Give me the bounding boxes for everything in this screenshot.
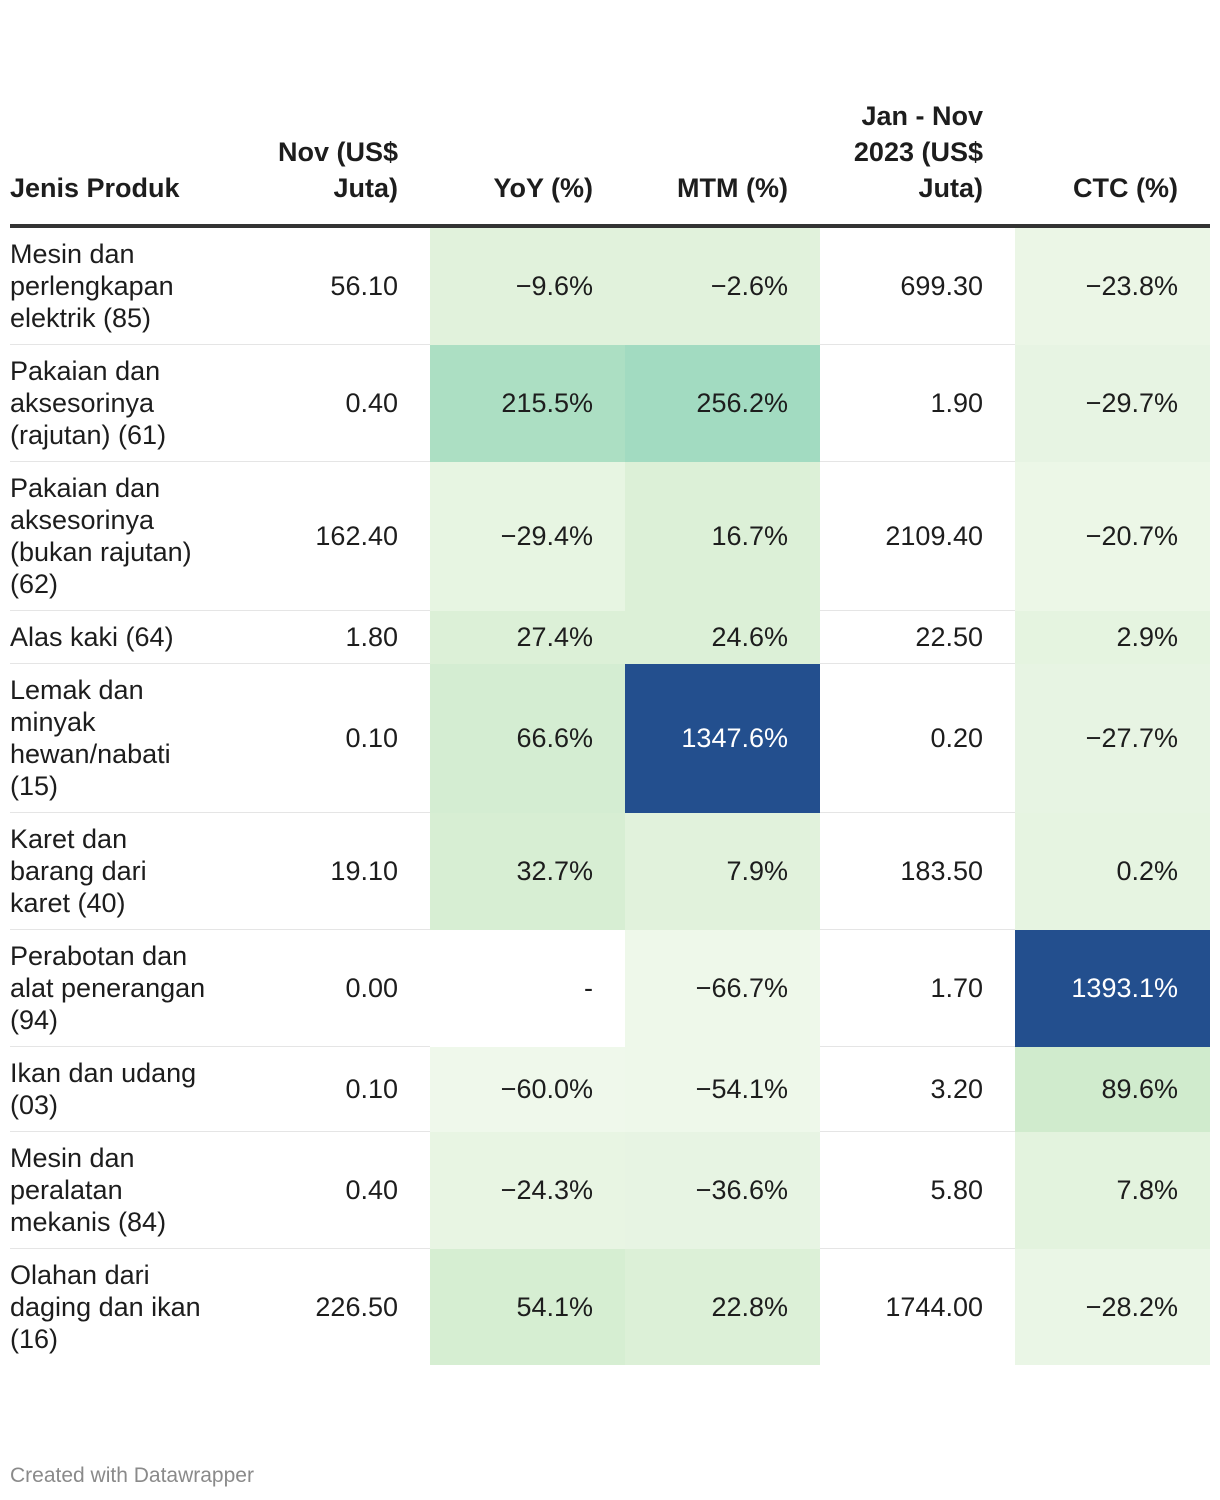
- cell-value-ctc: −23.8%: [1015, 226, 1210, 345]
- cell-value-yoy: −24.3%: [430, 1131, 625, 1249]
- cell-value-mtm: 22.8%: [625, 1248, 820, 1365]
- cell-value-mtm: 7.9%: [625, 812, 820, 930]
- table-row: Mesin dan perlengkapan elektrik (85) 56.1…: [10, 226, 1210, 345]
- cell-value-jan-nov: 1744.00: [885, 1292, 983, 1322]
- cell-value-jan-nov: 3.20: [820, 1046, 1015, 1132]
- cell-value-jan-nov: 1.70: [820, 929, 1015, 1047]
- header-yoy[interactable]: YoY (%): [493, 173, 593, 203]
- cell-value-yoy: −9.6%: [430, 226, 625, 345]
- cell-value-yoy: −60.0%: [430, 1046, 625, 1132]
- cell-value-nov: 162.40: [220, 461, 430, 611]
- cell-value-yoy: 32.7%: [430, 812, 625, 930]
- table-row: Perabotan dan alat penerangan (94) 0.00- −…: [10, 929, 1210, 1047]
- cell-value-yoy: -: [430, 929, 625, 1047]
- cell-value-mtm: 24.6%: [625, 610, 820, 664]
- cell-value-ctc: −20.7%: [1015, 461, 1210, 611]
- cell-value-nov: 0.40: [220, 1131, 430, 1249]
- cell-value-jan-nov: 2109.40: [820, 461, 1015, 611]
- row-label: Lemak dan minyak hewan/nabati (15): [10, 663, 220, 813]
- cell-value-ctc: −28.2%: [1015, 1248, 1210, 1365]
- cell-value-ctc: 1393.1%: [1015, 929, 1210, 1047]
- table-row: Karet dan barang dari karet (40) 19.10 32.…: [10, 812, 1210, 930]
- table-row: Lemak dan minyak hewan/nabati (15) 0.10 66…: [10, 663, 1210, 813]
- cell-value-ctc: −27.7%: [1015, 663, 1210, 813]
- table-row: Olahan dari daging dan ikan (16) 226.50 54…: [10, 1248, 1210, 1365]
- header-nov[interactable]: Nov (US$ Juta): [277, 137, 398, 203]
- cell-value-nov: 0.10: [220, 663, 430, 813]
- cell-value-nov: 56.10: [220, 226, 430, 345]
- cell-value-yoy: 27.4%: [430, 610, 625, 664]
- cell-value-jan-nov: 5.80: [820, 1131, 1015, 1249]
- table-row: Ikan dan udang (03) 0.10 −60.0% −54.1% 3.20 8…: [10, 1046, 1210, 1132]
- header-jan-nov[interactable]: Jan - Nov 2023 (US$ Juta): [853, 101, 983, 203]
- header-jenis-produk[interactable]: Jenis Produk: [10, 173, 180, 203]
- cell-value-ctc: 2.9%: [1015, 610, 1210, 664]
- row-label: Ikan dan udang (03): [10, 1046, 220, 1132]
- cell-value-jan-nov: 22.50: [820, 610, 1015, 664]
- cell-value-yoy: 54.1%: [430, 1248, 625, 1365]
- data-table: Jenis Produk Nov (US$ Juta) YoY (%) MTM …: [10, 44, 1210, 1365]
- cell-value-nov: 0.40: [220, 344, 430, 462]
- cell-value-yoy: 215.5%: [430, 344, 625, 462]
- cell-value-jan-nov: 183.50: [820, 812, 1015, 930]
- cell-value-jan-nov: 0.20: [820, 663, 1015, 813]
- row-label: Mesin dan perlengkapan elektrik (85): [10, 226, 220, 345]
- cell-value-ctc: 89.6%: [1015, 1046, 1210, 1132]
- cell-value-mtm: −36.6%: [625, 1131, 820, 1249]
- table-row: Pakaian dan aksesorinya (rajutan) (61) 0.…: [10, 344, 1210, 462]
- cell-value-mtm: −2.6%: [625, 226, 820, 345]
- cell-value-mtm: −54.1%: [625, 1046, 820, 1132]
- cell-value-jan-nov: 1.90: [820, 344, 1015, 462]
- row-label: Karet dan barang dari karet (40): [10, 812, 220, 930]
- cell-value-mtm: 16.7%: [625, 461, 820, 611]
- cell-value-yoy: −29.4%: [430, 461, 625, 611]
- cell-value-ctc: −29.7%: [1015, 344, 1210, 462]
- cell-value-nov: 226.50: [315, 1292, 398, 1322]
- header-ctc[interactable]: CTC (%): [1073, 173, 1178, 203]
- cell-value-nov: 1.80: [220, 610, 430, 664]
- header-mtm[interactable]: MTM (%): [677, 173, 788, 203]
- table-row: Alas kaki (64) 1.80 27.4% 24.6% 22.50 2.9%: [10, 610, 1210, 664]
- cell-value-nov: 0.00: [220, 929, 430, 1047]
- cell-value-nov: 0.10: [220, 1046, 430, 1132]
- row-label: Olahan dari daging dan ikan (16): [10, 1260, 201, 1354]
- row-label: Pakaian dan aksesorinya (bukan rajutan) …: [10, 461, 220, 611]
- table-row: Mesin dan peralatan mekanis (84) 0.40 −24.…: [10, 1131, 1210, 1249]
- row-label: Alas kaki (64): [10, 610, 220, 664]
- row-label: Pakaian dan aksesorinya (rajutan) (61): [10, 344, 220, 462]
- row-label: Mesin dan peralatan mekanis (84): [10, 1131, 220, 1249]
- cell-value-ctc: 7.8%: [1015, 1131, 1210, 1249]
- row-label: Perabotan dan alat penerangan (94): [10, 929, 220, 1047]
- cell-value-nov: 19.10: [220, 812, 430, 930]
- table-body: Mesin dan perlengkapan elektrik (85) 56.1…: [10, 226, 1210, 1365]
- cell-value-mtm: −66.7%: [625, 929, 820, 1047]
- header-row: Jenis Produk Nov (US$ Juta) YoY (%) MTM …: [10, 44, 1210, 226]
- footer-credit: Created with Datawrapper: [10, 1464, 254, 1487]
- cell-value-yoy: 66.6%: [430, 663, 625, 813]
- cell-value-mtm: 1347.6%: [625, 663, 820, 813]
- cell-value-mtm: 256.2%: [625, 344, 820, 462]
- cell-value-ctc: 0.2%: [1015, 812, 1210, 930]
- table-row: Pakaian dan aksesorinya (bukan rajutan) …: [10, 461, 1210, 611]
- cell-value-jan-nov: 699.30: [820, 226, 1015, 345]
